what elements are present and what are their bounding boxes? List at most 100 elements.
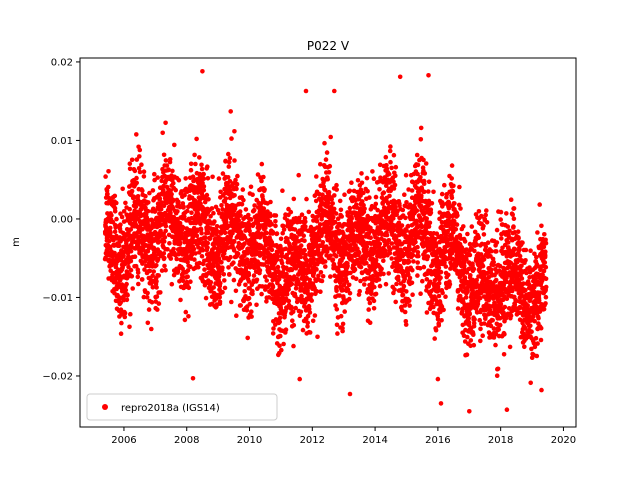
data-point	[339, 273, 345, 279]
data-point	[424, 216, 430, 221]
data-point	[162, 255, 167, 261]
data-point	[283, 246, 289, 252]
data-point	[134, 180, 139, 186]
data-point	[416, 253, 421, 259]
data-point	[161, 251, 167, 256]
data-point	[218, 231, 224, 236]
data-point	[127, 166, 133, 172]
data-point	[534, 254, 539, 260]
data-point	[301, 233, 307, 238]
data-point	[364, 244, 370, 250]
data-point	[494, 249, 499, 254]
data-point	[316, 273, 321, 279]
data-point	[483, 314, 488, 320]
data-point	[222, 230, 228, 236]
data-point	[309, 292, 314, 297]
data-point	[290, 318, 295, 324]
data-point	[396, 220, 402, 226]
data-point	[310, 318, 316, 324]
data-point	[443, 264, 449, 269]
data-point	[121, 209, 127, 214]
data-point	[194, 136, 199, 142]
data-point	[119, 214, 125, 220]
data-point	[432, 336, 438, 341]
data-point	[523, 258, 528, 263]
data-point	[159, 268, 165, 273]
data-point	[415, 250, 421, 255]
data-point	[293, 305, 299, 311]
data-point	[237, 209, 243, 214]
data-point	[388, 159, 393, 165]
data-point	[171, 180, 176, 186]
data-point	[106, 184, 111, 190]
data-point	[335, 216, 341, 221]
data-point	[405, 223, 411, 229]
data-point	[410, 179, 416, 185]
data-point	[210, 264, 216, 269]
data-point	[347, 188, 353, 194]
data-point	[251, 273, 257, 278]
data-point	[212, 219, 217, 224]
data-point	[127, 161, 133, 166]
data-point	[543, 237, 548, 243]
data-point	[317, 222, 323, 227]
data-point	[328, 253, 333, 258]
data-point	[347, 290, 353, 296]
data-point	[304, 196, 309, 202]
data-point	[280, 188, 285, 193]
data-point	[146, 307, 152, 312]
data-point	[259, 178, 264, 184]
data-point	[223, 196, 229, 201]
data-point	[320, 274, 326, 279]
data-point	[467, 311, 473, 317]
data-point	[344, 279, 350, 284]
data-point	[340, 321, 346, 327]
data-point	[247, 228, 252, 234]
data-point	[371, 306, 377, 311]
data-point	[167, 157, 173, 162]
data-point	[539, 223, 544, 229]
data-point	[318, 161, 323, 167]
data-point	[535, 230, 540, 235]
data-point	[377, 187, 382, 192]
data-point	[129, 274, 135, 279]
data-point	[392, 287, 397, 292]
data-point	[415, 162, 421, 168]
data-point	[423, 161, 429, 166]
data-point	[229, 299, 234, 305]
data-point	[279, 347, 284, 353]
data-point	[137, 169, 143, 175]
chart-title: P022 V	[307, 39, 350, 53]
data-point	[536, 315, 541, 321]
data-point	[270, 284, 276, 290]
data-point	[406, 298, 412, 304]
data-point	[523, 247, 529, 253]
data-point	[159, 178, 164, 184]
data-point	[322, 188, 328, 193]
data-point	[199, 230, 204, 236]
data-point	[410, 216, 416, 222]
data-point	[384, 163, 389, 168]
data-point	[246, 295, 252, 301]
data-point	[156, 239, 161, 244]
data-point	[281, 227, 287, 232]
data-point	[298, 243, 304, 248]
data-point	[281, 341, 286, 347]
data-point	[287, 250, 292, 255]
data-point	[342, 192, 347, 197]
data-point	[384, 166, 390, 172]
data-point	[320, 192, 325, 197]
data-point	[177, 220, 183, 226]
data-point	[334, 182, 339, 188]
data-point	[498, 217, 504, 222]
data-point	[153, 208, 158, 213]
data-point	[188, 167, 194, 173]
data-point	[268, 252, 273, 258]
data-point	[150, 285, 156, 290]
data-point	[391, 216, 396, 221]
data-point	[147, 268, 153, 274]
data-point	[112, 193, 118, 199]
data-point	[523, 287, 528, 293]
data-point	[182, 192, 187, 198]
data-point	[163, 228, 168, 234]
